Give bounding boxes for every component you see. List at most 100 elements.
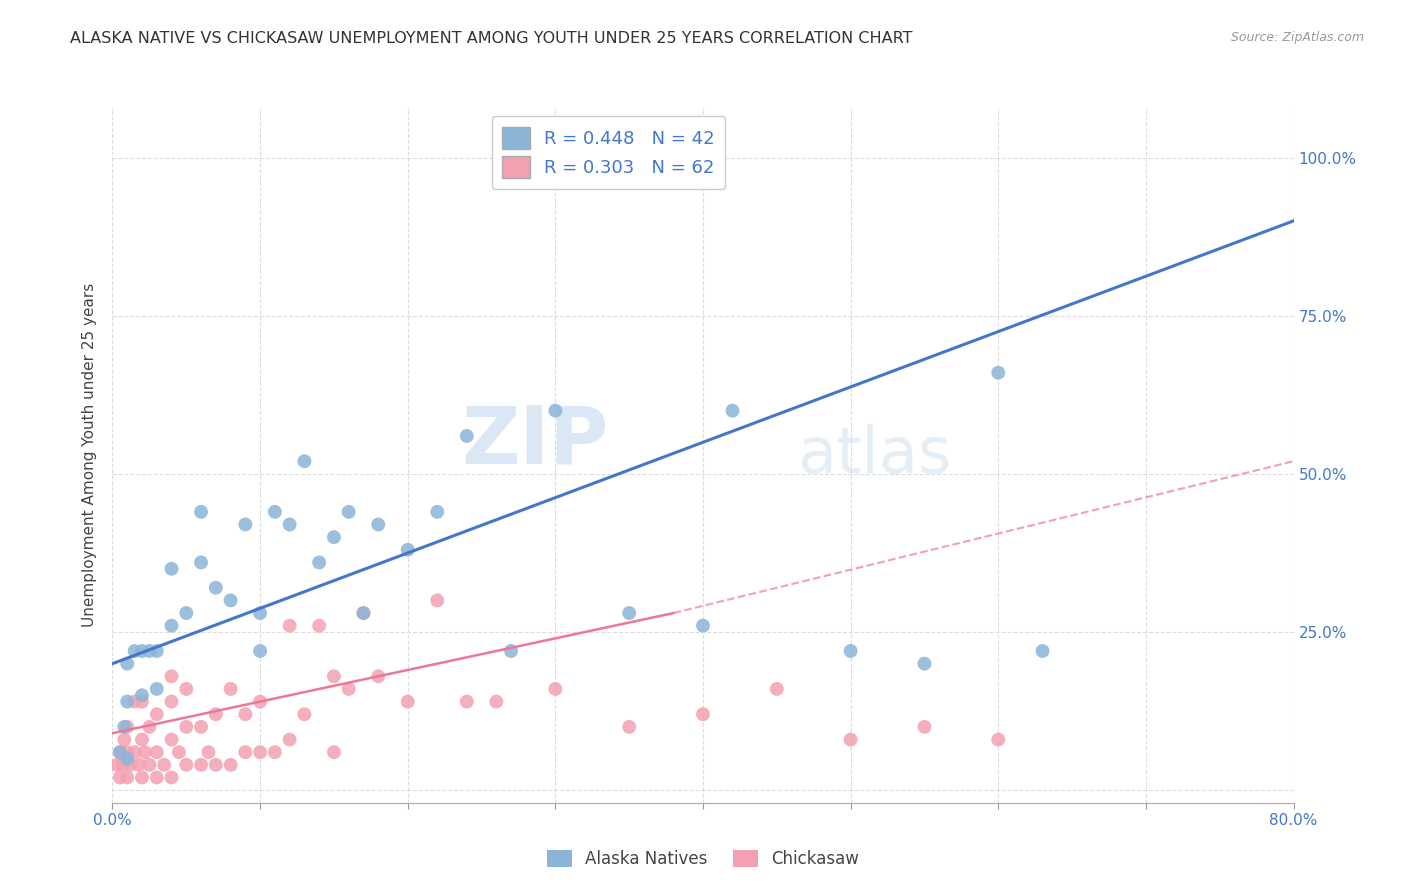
Point (485, 695, 508, 709)
Point (105, 757, 128, 772)
Point (138, 644, 160, 658)
Point (352, 606, 374, 620)
Point (153, 757, 176, 772)
Point (323, 669, 346, 683)
Legend: Alaska Natives, Chickasaw: Alaska Natives, Chickasaw (540, 843, 866, 875)
Point (501, 644, 523, 658)
Text: ZIP: ZIP (461, 402, 609, 480)
Point (174, 720, 197, 734)
Point (190, 757, 212, 772)
Point (160, 771, 183, 785)
Point (766, 681, 789, 696)
Point (146, 745, 169, 759)
Point (174, 681, 197, 696)
Point (160, 695, 183, 709)
Legend: R = 0.448   N = 42, R = 0.303   N = 62: R = 0.448 N = 42, R = 0.303 N = 62 (492, 116, 725, 189)
Point (117, 695, 138, 709)
Point (124, 644, 146, 658)
Point (117, 771, 138, 785)
Point (131, 688, 153, 702)
Point (278, 618, 301, 632)
Point (352, 606, 374, 620)
Point (396, 695, 419, 709)
Point (205, 707, 228, 722)
Point (174, 606, 197, 620)
Point (111, 757, 134, 772)
Point (117, 720, 138, 734)
Point (205, 757, 228, 772)
Point (190, 720, 212, 734)
Point (124, 695, 146, 709)
Point (138, 757, 160, 772)
Point (205, 581, 228, 595)
Point (249, 644, 271, 658)
Point (721, 403, 744, 417)
Point (197, 745, 219, 759)
Point (308, 618, 330, 632)
Point (839, 644, 862, 658)
Point (264, 505, 287, 519)
Point (219, 757, 242, 772)
Point (108, 745, 131, 759)
Point (219, 593, 242, 607)
Point (337, 681, 360, 696)
Text: ALASKA NATIVE VS CHICKASAW UNEMPLOYMENT AMONG YOUTH UNDER 25 YEARS CORRELATION C: ALASKA NATIVE VS CHICKASAW UNEMPLOYMENT … (70, 31, 912, 46)
Point (987, 732, 1010, 747)
Point (426, 505, 449, 519)
Point (117, 657, 138, 671)
Point (367, 669, 389, 683)
Point (124, 745, 146, 759)
Point (619, 720, 641, 734)
Point (249, 606, 271, 620)
Point (160, 669, 183, 683)
Point (233, 707, 256, 722)
Point (278, 517, 301, 532)
Point (131, 771, 153, 785)
Point (112, 732, 135, 747)
Point (131, 644, 153, 658)
Point (914, 657, 936, 671)
Point (396, 542, 419, 557)
Point (323, 530, 346, 544)
Point (160, 562, 183, 576)
Point (619, 606, 641, 620)
Point (1312, 151, 1334, 165)
Point (138, 720, 160, 734)
Point (692, 618, 714, 632)
Point (117, 745, 138, 759)
Point (456, 429, 478, 443)
Point (278, 732, 301, 747)
Point (128, 757, 150, 772)
Point (249, 695, 271, 709)
Point (292, 707, 315, 722)
Point (146, 771, 169, 785)
Point (174, 757, 197, 772)
Point (108, 771, 131, 785)
Text: Source: ZipAtlas.com: Source: ZipAtlas.com (1230, 31, 1364, 45)
Point (160, 732, 183, 747)
Point (112, 720, 135, 734)
Point (544, 681, 567, 696)
Point (692, 707, 714, 722)
Point (544, 403, 567, 417)
Point (1032, 644, 1054, 658)
Point (839, 732, 862, 747)
Point (426, 593, 449, 607)
Point (108, 745, 131, 759)
Point (134, 745, 156, 759)
Point (190, 505, 212, 519)
Point (120, 757, 142, 772)
Point (456, 695, 478, 709)
Point (987, 366, 1010, 380)
Point (146, 707, 169, 722)
Point (160, 618, 183, 632)
Point (167, 745, 190, 759)
Point (146, 681, 169, 696)
Point (264, 745, 287, 759)
Point (367, 517, 389, 532)
Point (117, 751, 138, 765)
Point (323, 745, 346, 759)
Point (308, 556, 330, 570)
Point (190, 556, 212, 570)
Point (131, 732, 153, 747)
